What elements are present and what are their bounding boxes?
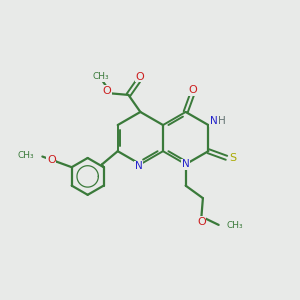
Text: O: O bbox=[197, 217, 206, 227]
Text: CH₃: CH₃ bbox=[227, 221, 244, 230]
Text: O: O bbox=[47, 155, 56, 165]
Text: CH₃: CH₃ bbox=[93, 72, 109, 81]
Text: O: O bbox=[189, 85, 197, 95]
Text: O: O bbox=[135, 72, 144, 82]
Text: H: H bbox=[218, 116, 226, 126]
Text: N: N bbox=[210, 116, 218, 127]
Text: N: N bbox=[182, 159, 190, 169]
Text: O: O bbox=[102, 86, 111, 96]
Text: CH₃: CH₃ bbox=[17, 151, 34, 160]
Text: N: N bbox=[135, 161, 143, 171]
Text: S: S bbox=[230, 153, 237, 163]
